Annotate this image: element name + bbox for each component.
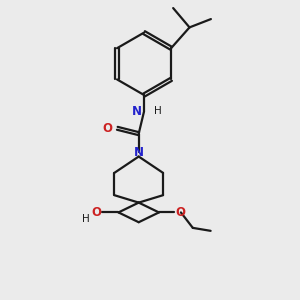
Text: O: O — [102, 122, 112, 135]
Text: O: O — [176, 206, 186, 219]
Text: N: N — [132, 105, 142, 118]
Text: N: N — [134, 146, 144, 159]
Text: O: O — [91, 206, 101, 219]
Text: H: H — [154, 106, 161, 116]
Text: H: H — [82, 214, 90, 224]
